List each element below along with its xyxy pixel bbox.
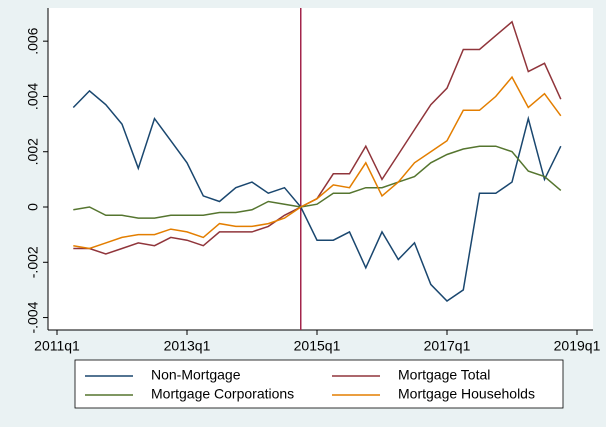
- series-line: [73, 75, 562, 250]
- legend: [74, 359, 564, 409]
- series-line: [72, 89, 562, 302]
- y-tick-label: 0: [25, 203, 41, 211]
- series-line: [73, 145, 562, 219]
- x-tick-label: 2013q1: [164, 338, 211, 354]
- x-tick-label: 2011q1: [34, 338, 80, 354]
- y-tick-label: .002: [25, 138, 41, 165]
- y-tick-label: .004: [25, 83, 41, 110]
- legend-label: Mortgage Total: [398, 367, 490, 383]
- y-tick-label: -.002: [25, 246, 41, 278]
- y-tick-label: -.004: [25, 301, 41, 333]
- legend-label: Non-Mortgage: [151, 367, 241, 383]
- x-tick-label: 2019q1: [554, 338, 601, 354]
- x-tick-label: 2017q1: [424, 338, 471, 354]
- legend-label: Mortgage Households: [398, 386, 535, 402]
- x-tick-label: 2015q1: [294, 338, 341, 354]
- legend-label: Mortgage Corporations: [151, 386, 294, 402]
- plot-area: [48, 8, 593, 330]
- y-tick-label: .006: [25, 27, 41, 54]
